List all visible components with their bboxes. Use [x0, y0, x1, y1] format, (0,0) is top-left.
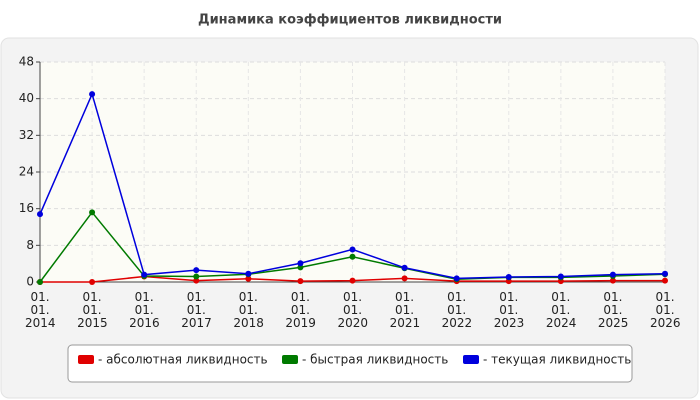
y-tick-label: 8 — [26, 238, 34, 252]
x-tick-label: 01. 01. 2024 — [545, 290, 577, 330]
x-tick-label: 01. 01. 2019 — [285, 290, 316, 330]
point — [193, 267, 200, 274]
point — [245, 270, 252, 277]
point — [297, 278, 304, 285]
x-tick-label: 01. 01. 2022 — [441, 290, 473, 330]
x-tick-label: 01. 01. 2025 — [597, 290, 629, 330]
point — [505, 273, 512, 280]
point — [453, 275, 460, 282]
x-tick-label: 01. 01. 2020 — [337, 290, 369, 330]
point — [141, 271, 148, 278]
x-tick-label: 01. 01. 2015 — [77, 290, 108, 330]
point — [37, 211, 43, 218]
point — [609, 277, 616, 284]
y-tick-label: 16 — [19, 201, 34, 215]
point — [89, 91, 96, 98]
y-tick-label: 32 — [19, 128, 34, 142]
x-tick-label: 01. 01. 2014 — [25, 290, 56, 330]
legend-label: - быстрая ликвидность — [302, 353, 448, 367]
point — [193, 277, 200, 284]
point — [401, 264, 408, 271]
point — [401, 275, 408, 282]
y-tick-label: 0 — [26, 275, 34, 289]
y-tick-label: 48 — [19, 55, 34, 69]
x-tick-label: 01. 01. 2026 — [650, 290, 681, 330]
legend-label: - абсолютная ликвидность — [98, 353, 268, 367]
point — [662, 277, 668, 284]
y-tick-label: 24 — [19, 165, 34, 179]
point — [89, 279, 96, 285]
point — [349, 246, 356, 253]
chart-title: Динамика коэффициентов ликвидности — [198, 13, 502, 28]
point — [349, 277, 356, 284]
y-tick-label: 40 — [19, 91, 34, 105]
x-tick-label: 01. 01. 2021 — [389, 290, 421, 330]
x-tick-label: 01. 01. 2017 — [181, 290, 212, 330]
point — [37, 279, 43, 285]
point — [297, 260, 304, 267]
legend-swatch — [463, 355, 479, 364]
legend-swatch — [78, 355, 94, 364]
x-tick-label: 01. 01. 2018 — [233, 290, 264, 330]
legend-label: - текущая ликвидность — [483, 353, 631, 367]
x-tick-label: 01. 01. 2023 — [493, 290, 525, 330]
point — [89, 209, 96, 216]
x-tick-label: 01. 01. 2016 — [129, 290, 160, 330]
point — [557, 273, 564, 280]
point — [662, 270, 668, 277]
point — [297, 264, 304, 271]
legend — [67, 344, 633, 383]
point — [193, 273, 200, 280]
point — [609, 271, 616, 278]
point — [245, 275, 252, 282]
legend-swatch — [282, 355, 298, 364]
point — [349, 253, 356, 260]
